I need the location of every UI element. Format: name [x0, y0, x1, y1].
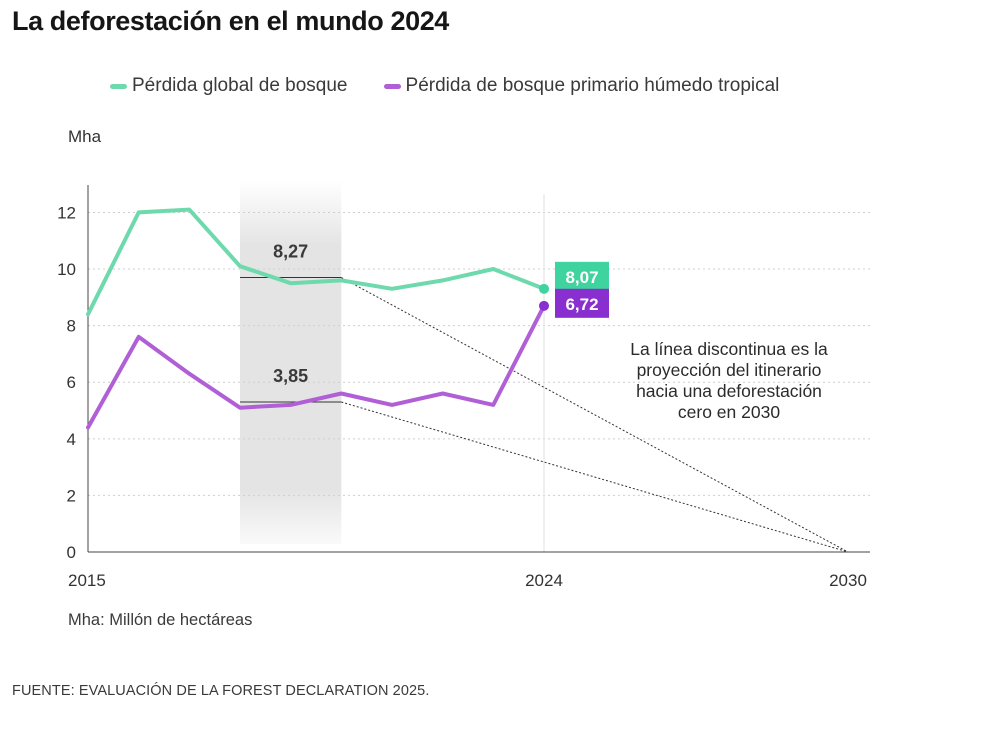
legend-label-global: Pérdida global de bosque	[132, 75, 348, 96]
y-tick-label: 2	[67, 486, 76, 505]
legend: Pérdida global de bosque Pérdida de bosq…	[110, 75, 815, 97]
y-tick-label: 12	[57, 203, 76, 222]
chart-title: La deforestación en el mundo 2024	[12, 6, 449, 36]
end-badge-tropical	[555, 288, 609, 318]
end-badge-label-global: 8,07	[565, 268, 598, 287]
series-line-tropical	[86, 303, 546, 430]
reference-value-global: 8,27	[273, 242, 308, 262]
y-tick-label: 8	[67, 317, 76, 336]
y-tick-label: 0	[67, 543, 76, 562]
projection-line-global	[341, 277, 849, 553]
x-tick-label: 2030	[829, 571, 867, 590]
end-badge-label-tropical: 6,72	[565, 295, 598, 314]
x-tick-label: 2024	[525, 571, 563, 590]
series-line-global	[86, 207, 546, 317]
highlight-band	[240, 180, 342, 544]
legend-swatch-tropical	[383, 83, 401, 89]
end-badge-global	[555, 261, 609, 291]
source-note: FUENTE: EVALUACIÓN DE LA FOREST DECLARAT…	[12, 683, 430, 699]
end-point-global	[539, 283, 549, 294]
projection-note: La línea discontinua es la proyección de…	[630, 339, 828, 422]
reference-value-tropical: 3,85	[273, 366, 308, 386]
y-tick-label: 6	[67, 373, 76, 392]
projection-line-tropical	[341, 401, 849, 553]
legend-item-global: Pérdida global de bosque	[110, 75, 348, 97]
x-tick-label: 2015	[68, 571, 106, 590]
y-axis-label: Mha	[68, 127, 102, 146]
legend-swatch-global	[110, 83, 127, 89]
legend-item-tropical: Pérdida de bosque primario húmedo tropic…	[383, 75, 780, 97]
legend-label-tropical: Pérdida de bosque primario húmedo tropic…	[405, 75, 780, 96]
end-point-tropical	[539, 300, 549, 311]
units-footnote: Mha: Millón de hectáreas	[68, 611, 253, 629]
y-tick-label: 10	[57, 260, 76, 279]
y-tick-label: 4	[67, 430, 76, 449]
